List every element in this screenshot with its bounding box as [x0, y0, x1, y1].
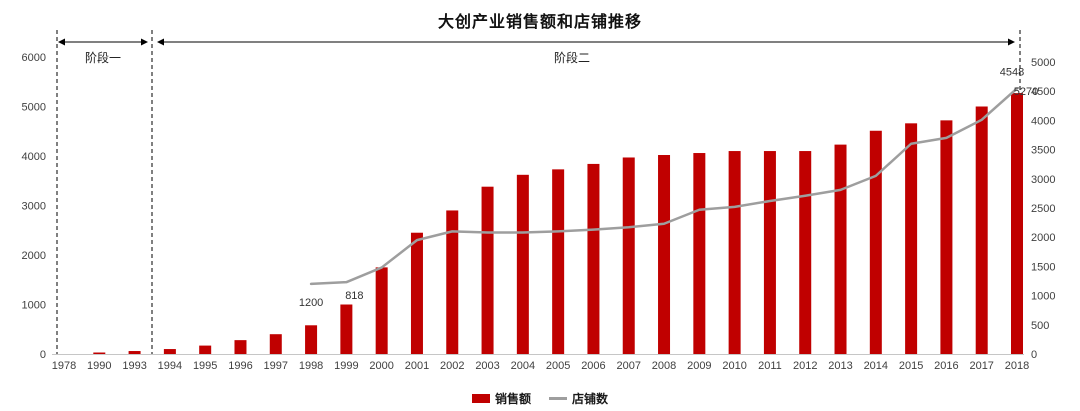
arrowhead-right-icon — [141, 38, 148, 46]
legend-item-stores: 店铺数 — [549, 390, 608, 407]
store-count-line — [309, 87, 1019, 286]
bar-2001 — [410, 232, 423, 354]
x-axis-tick: 1993 — [122, 360, 146, 372]
right-axis-tick: 5000 — [1031, 57, 1055, 69]
bar-1993 — [128, 351, 141, 354]
x-axis-tick: 2013 — [828, 360, 852, 372]
x-axis-tick: 2003 — [475, 360, 499, 372]
bar-2017 — [975, 106, 988, 354]
x-axis-tick: 2016 — [934, 360, 958, 372]
x-axis-tick: 2005 — [546, 360, 570, 372]
bar-2000 — [375, 267, 388, 354]
right-axis-tick: 3000 — [1031, 174, 1055, 186]
bar-1996 — [234, 340, 247, 354]
x-axis-tick: 1995 — [193, 360, 217, 372]
stores-line-swatch-icon — [549, 397, 567, 400]
phase2-label: 阶段二 — [553, 51, 591, 65]
bar-1999 — [340, 304, 353, 354]
bar-1990 — [93, 352, 106, 354]
arrowhead-left-icon — [157, 38, 164, 46]
x-axis-tick: 2018 — [1005, 360, 1029, 372]
bar-2015 — [905, 123, 918, 354]
legend-item-sales: 销售额 — [471, 390, 531, 407]
x-axis-tick: 1998 — [299, 360, 323, 372]
x-axis-tick: 2007 — [616, 360, 640, 372]
x-axis-tick: 2008 — [652, 360, 676, 372]
arrowhead-left-icon — [58, 38, 65, 46]
x-axis-tick: 2014 — [864, 360, 888, 372]
left-axis-tick: 3000 — [22, 201, 46, 213]
right-axis-tick: 1500 — [1031, 261, 1055, 273]
bar-2016 — [940, 120, 953, 354]
x-axis-tick: 1996 — [228, 360, 252, 372]
legend-label-stores: 店铺数 — [572, 392, 609, 406]
left-axis-tick: 0 — [40, 349, 46, 361]
left-axis-tick: 5000 — [22, 102, 46, 114]
bar-2006 — [587, 163, 600, 354]
x-axis-tick: 2006 — [581, 360, 605, 372]
right-axis-tick: 4500 — [1031, 86, 1055, 98]
right-axis-tick: 3500 — [1031, 145, 1055, 157]
x-axis-tick: 2000 — [369, 360, 393, 372]
left-axis-tick: 4000 — [22, 151, 46, 163]
bar-2018 — [1011, 93, 1023, 354]
bar-1997 — [269, 334, 282, 354]
sales-bar-swatch-icon — [471, 394, 490, 403]
chart-title: 大创产业销售额和店铺推移 — [437, 12, 642, 31]
x-axis-tick: 2002 — [440, 360, 464, 372]
arrowhead-right-icon — [1008, 38, 1015, 46]
phase1-label: 阶段一 — [84, 51, 122, 65]
x-axis-tick: 2017 — [969, 360, 993, 372]
right-axis-tick: 500 — [1031, 320, 1049, 332]
right-axis-tick: 4000 — [1031, 115, 1055, 127]
right-axis-tick: 0 — [1031, 349, 1037, 361]
bar-2012 — [799, 151, 812, 354]
x-axis-tick: 2009 — [687, 360, 711, 372]
right-axis-tick: 2000 — [1031, 232, 1055, 244]
bar-2002 — [446, 210, 459, 354]
bar-2014 — [869, 130, 882, 354]
x-axis-tick: 2010 — [722, 360, 746, 372]
bar-2007 — [622, 157, 635, 354]
x-axis-tick: 2001 — [405, 360, 429, 372]
data-label-4548: 4548 — [1000, 66, 1024, 78]
bar-2008 — [658, 155, 671, 354]
x-axis-tick: 1978 — [52, 360, 76, 372]
x-axis-tick: 2015 — [899, 360, 923, 372]
bar-2009 — [693, 153, 706, 354]
left-axis-tick: 1000 — [22, 300, 46, 312]
bar-2013 — [834, 144, 847, 354]
data-label-818: 818 — [345, 290, 363, 302]
x-axis-tick: 1997 — [264, 360, 288, 372]
bar-1994 — [163, 349, 176, 354]
bar-1998 — [305, 325, 318, 354]
data-label-1200: 1200 — [299, 297, 323, 309]
x-axis-tick: 2011 — [758, 360, 782, 372]
bar-2004 — [516, 174, 529, 354]
bar-1995 — [199, 345, 212, 354]
bar-2005 — [552, 169, 565, 354]
x-axis-tick: 1990 — [87, 360, 111, 372]
x-axis-tick: 1999 — [334, 360, 358, 372]
x-axis-tick: 1994 — [158, 360, 182, 372]
data-label-5270: 5270 — [1014, 86, 1038, 98]
right-axis-tick: 2500 — [1031, 203, 1055, 215]
bar-2011 — [763, 151, 776, 354]
bar-2003 — [481, 186, 494, 354]
x-axis-tick: 2012 — [793, 360, 817, 372]
chart-legend: 销售额 店铺数 — [0, 390, 1080, 407]
right-axis-tick: 1000 — [1031, 291, 1055, 303]
bar-2010 — [728, 151, 741, 354]
x-axis-tick: 2004 — [511, 360, 535, 372]
legend-label-sales: 销售额 — [494, 392, 531, 406]
left-axis-tick: 6000 — [22, 52, 46, 64]
left-axis-tick: 2000 — [22, 250, 46, 262]
